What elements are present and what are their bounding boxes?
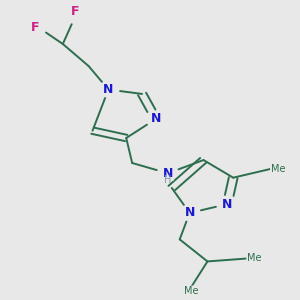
Text: F: F — [70, 4, 79, 17]
Text: N: N — [222, 198, 232, 211]
Text: F: F — [31, 21, 39, 34]
Text: N: N — [103, 83, 114, 96]
Text: N: N — [163, 167, 173, 180]
Text: N: N — [184, 206, 195, 219]
Text: N: N — [151, 112, 161, 125]
Text: Me: Me — [184, 286, 199, 296]
Text: Me: Me — [271, 164, 285, 174]
Text: H: H — [164, 175, 172, 185]
Text: Me: Me — [247, 254, 262, 263]
